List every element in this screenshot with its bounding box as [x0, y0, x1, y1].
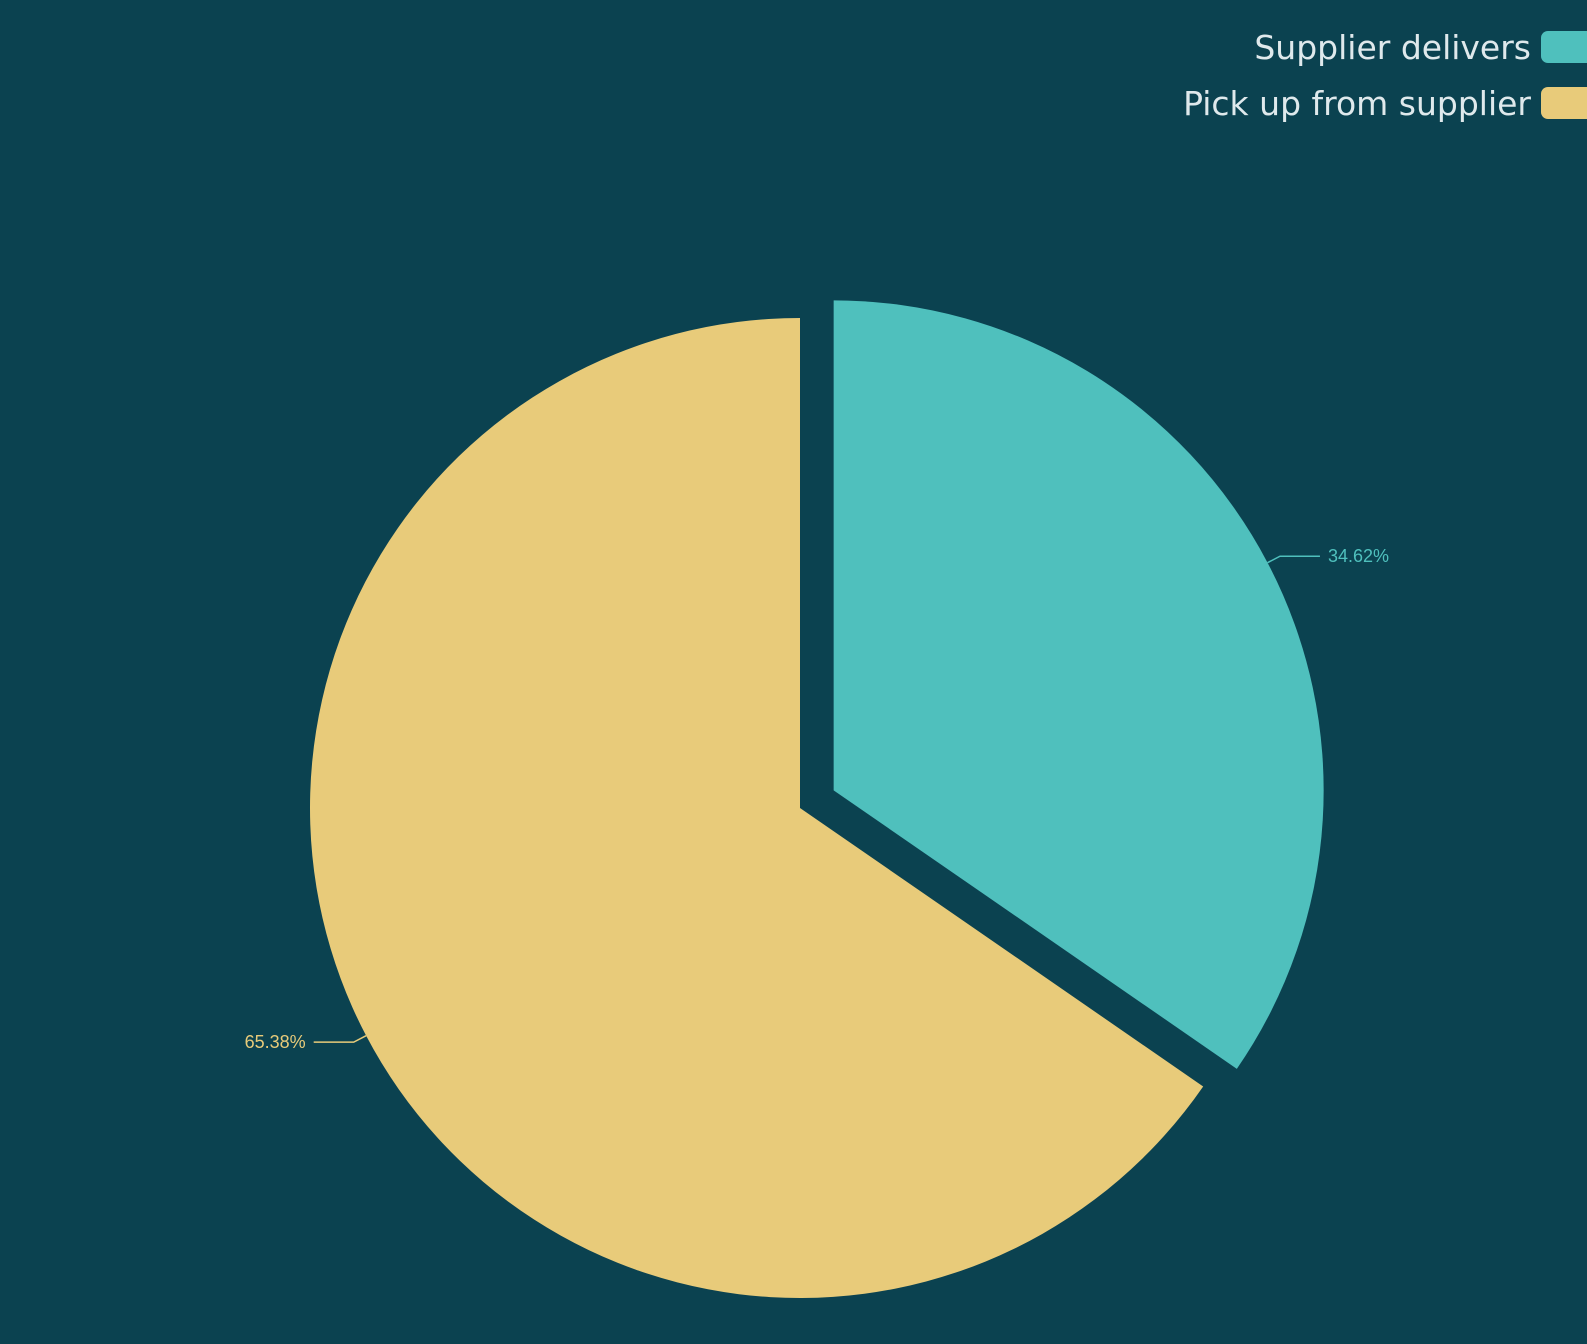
leader-line-supplier-delivers: [1267, 555, 1320, 564]
legend-swatch-pick-up-from-supplier: [1541, 87, 1587, 119]
pie-slice-supplier-delivers[interactable]: [833, 300, 1324, 1069]
legend-item-supplier-delivers[interactable]: Supplier delivers: [1254, 27, 1587, 67]
chart-legend: Supplier delivers Pick up from supplier: [1183, 27, 1587, 123]
legend-item-pick-up-from-supplier[interactable]: Pick up from supplier: [1183, 83, 1587, 123]
legend-label-pick-up-from-supplier: Pick up from supplier: [1183, 83, 1531, 123]
legend-label-supplier-delivers: Supplier delivers: [1254, 27, 1531, 67]
legend-swatch-supplier-delivers: [1541, 31, 1587, 63]
leader-line-pick-up-from-supplier: [313, 1034, 367, 1043]
data-label-supplier-delivers: 34.62%: [1328, 546, 1389, 566]
data-label-pick-up-from-supplier: 65.38%: [245, 1032, 306, 1052]
pie-slice-pick-up-from-supplier[interactable]: [309, 318, 1204, 1298]
